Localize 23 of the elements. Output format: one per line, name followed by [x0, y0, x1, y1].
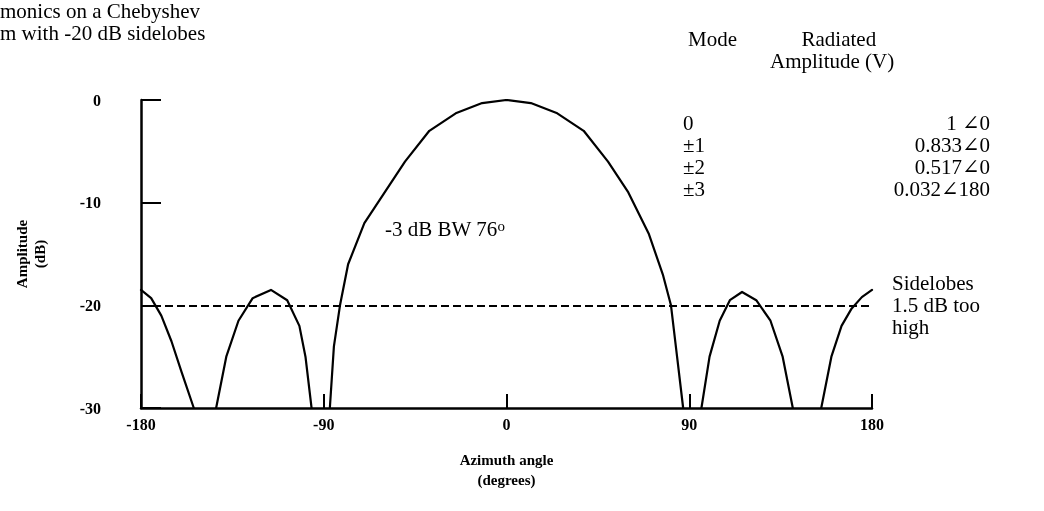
x-tick-label: -180 — [126, 415, 156, 433]
text: 0.833∠0 — [914, 133, 991, 157]
chart-title: monics on a Chebyshev m with -20 dB sidelobes — [0, 0, 206, 45]
annotation: ±1 — [683, 133, 706, 157]
ref-line-label: Sidelobes 1.5 dB too high — [892, 271, 981, 340]
text: Radiated Amplitude (V) — [770, 27, 895, 73]
text: 1 ∠0 — [946, 111, 991, 135]
text: 0.517∠0 — [914, 155, 991, 179]
annotation: ±2 — [683, 155, 706, 179]
x-tick-label: 0 — [502, 415, 511, 433]
annotation: ±3 — [683, 177, 706, 201]
x-tick-label: 180 — [860, 415, 884, 433]
text: Mode — [688, 27, 737, 51]
y-tick-label: -10 — [79, 194, 101, 212]
x-axis-title: Azimuth angle (degrees) — [459, 452, 554, 489]
annotation: 0 — [683, 111, 694, 135]
text: 0.032∠180 — [893, 177, 991, 201]
y-tick-label: -20 — [79, 296, 101, 314]
x-tick-label: -90 — [313, 415, 335, 433]
y-tick-label: 0 — [93, 91, 101, 109]
y-axis-title: Amplitude (dB) — [14, 219, 49, 289]
y-tick-label: -30 — [79, 399, 101, 417]
x-tick-label: 90 — [681, 415, 698, 433]
